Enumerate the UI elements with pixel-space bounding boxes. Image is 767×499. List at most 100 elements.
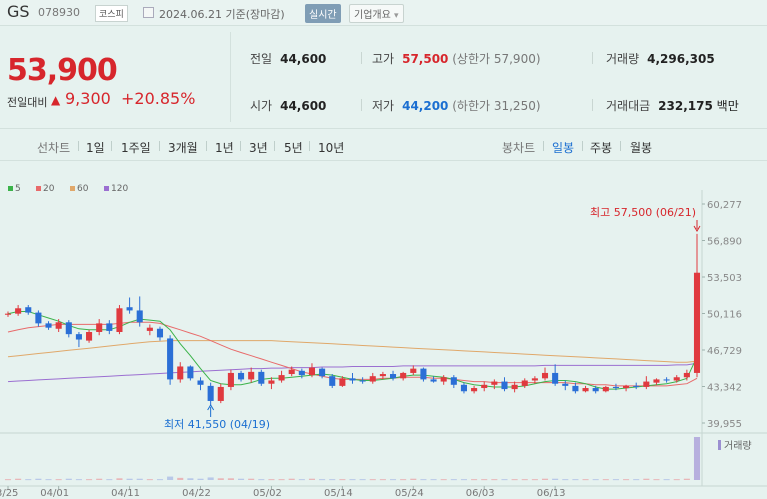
divider [159, 141, 160, 151]
candle [643, 381, 650, 387]
candle [217, 386, 224, 401]
change-label: 전일대비 [7, 96, 48, 109]
candle [471, 388, 478, 392]
candle [531, 378, 538, 381]
low-annotation: 최저 41,550 (04/19) [164, 418, 270, 431]
volume-bar [572, 479, 579, 481]
volume-bar [197, 478, 204, 480]
y-tick-label: 39,955 [707, 419, 742, 430]
volume-bar [481, 479, 488, 481]
candle [197, 380, 204, 385]
x-tick-label: 06/03 [466, 488, 495, 499]
x-tick-label: 05/14 [324, 488, 353, 499]
high-arrow-icon [693, 225, 701, 232]
legend-ma5: 5 [8, 184, 21, 194]
volume-bar [400, 479, 407, 481]
stat-open: 시가 44,600 [250, 99, 327, 113]
candle [511, 384, 518, 390]
volume-bar [308, 478, 316, 480]
legend-ma120: 120 [104, 184, 128, 194]
candle [521, 380, 528, 386]
volume-bar [460, 479, 467, 481]
candle [369, 376, 376, 382]
volume-bar [258, 479, 265, 481]
volume-bar [562, 479, 569, 481]
volume-bar [683, 478, 690, 480]
candle [278, 375, 285, 381]
volume-bar [491, 479, 498, 481]
candle [460, 384, 467, 392]
volume-bar [592, 479, 599, 481]
volume-bar [116, 478, 123, 480]
volume-bar [420, 479, 427, 481]
chevron-down-icon: ▾ [394, 11, 399, 21]
tab-period-3y[interactable]: 3년 [249, 141, 268, 155]
candle [420, 368, 427, 380]
stat-amount: 거래대금 232,175 백만 [606, 99, 739, 113]
candle [55, 322, 62, 329]
volume-bar [582, 479, 589, 481]
candle [177, 366, 184, 380]
ma20-line [7, 321, 698, 387]
divider [543, 141, 544, 151]
candle [35, 312, 42, 324]
volume-bar [440, 479, 447, 481]
volume-bar [329, 479, 336, 481]
volume-bar [541, 478, 549, 480]
volume-bar [217, 478, 224, 480]
candle [298, 370, 305, 376]
volume-bar [410, 478, 417, 480]
divider [620, 141, 621, 151]
volume-bar [612, 479, 619, 481]
volume-bar [552, 478, 559, 480]
candle [693, 272, 701, 373]
volume-bar [663, 479, 670, 481]
volume-bar [623, 479, 630, 481]
calendar-icon [143, 7, 154, 18]
tab-daily[interactable]: 일봉 [552, 141, 575, 155]
ma120-line [7, 362, 698, 383]
volume-bar [369, 479, 376, 481]
tab-monthly[interactable]: 월봉 [630, 141, 653, 155]
volume-bar [288, 478, 295, 480]
volume-bar [319, 479, 326, 481]
candle [116, 308, 123, 332]
candle [96, 323, 103, 332]
divider [111, 141, 112, 151]
candle [106, 323, 113, 331]
divider [582, 141, 583, 151]
tab-period-10y[interactable]: 10년 [318, 141, 345, 155]
candle [207, 385, 214, 401]
company-overview-dropdown[interactable]: 기업개요 ▾ [349, 4, 404, 23]
tab-weekly[interactable]: 주봉 [590, 141, 613, 155]
volume-bar [55, 479, 62, 481]
tab-period-1d[interactable]: 1일 [86, 141, 105, 155]
divider [206, 141, 207, 151]
line-chart-label: 선차트 [37, 141, 71, 155]
volume-bar [4, 479, 12, 481]
tab-period-5y[interactable]: 5년 [284, 141, 303, 155]
volume-bar [96, 478, 103, 480]
volume-legend-swatch [718, 440, 721, 450]
candle [673, 377, 680, 381]
divider [361, 99, 362, 111]
market-badge: 코스피 [95, 5, 128, 22]
candle [623, 385, 630, 389]
tab-period-1w[interactable]: 1주일 [121, 141, 151, 155]
candle [653, 379, 660, 383]
stock-code: 078930 [38, 6, 80, 19]
realtime-button[interactable]: 실시간 [305, 4, 341, 23]
candle [45, 323, 52, 328]
candle [359, 380, 366, 382]
volume-bar [146, 479, 153, 481]
tab-period-3m[interactable]: 3개월 [168, 141, 198, 155]
volume-bar [359, 479, 366, 481]
legend-ma60: 60 [70, 184, 88, 194]
volume-bar [531, 479, 538, 481]
tab-period-1y[interactable]: 1년 [215, 141, 234, 155]
volume-bar [430, 479, 437, 481]
volume-bar [15, 478, 22, 480]
x-tick-label: 04/01 [40, 488, 69, 499]
candle [187, 366, 194, 379]
volume-bar [389, 479, 397, 481]
